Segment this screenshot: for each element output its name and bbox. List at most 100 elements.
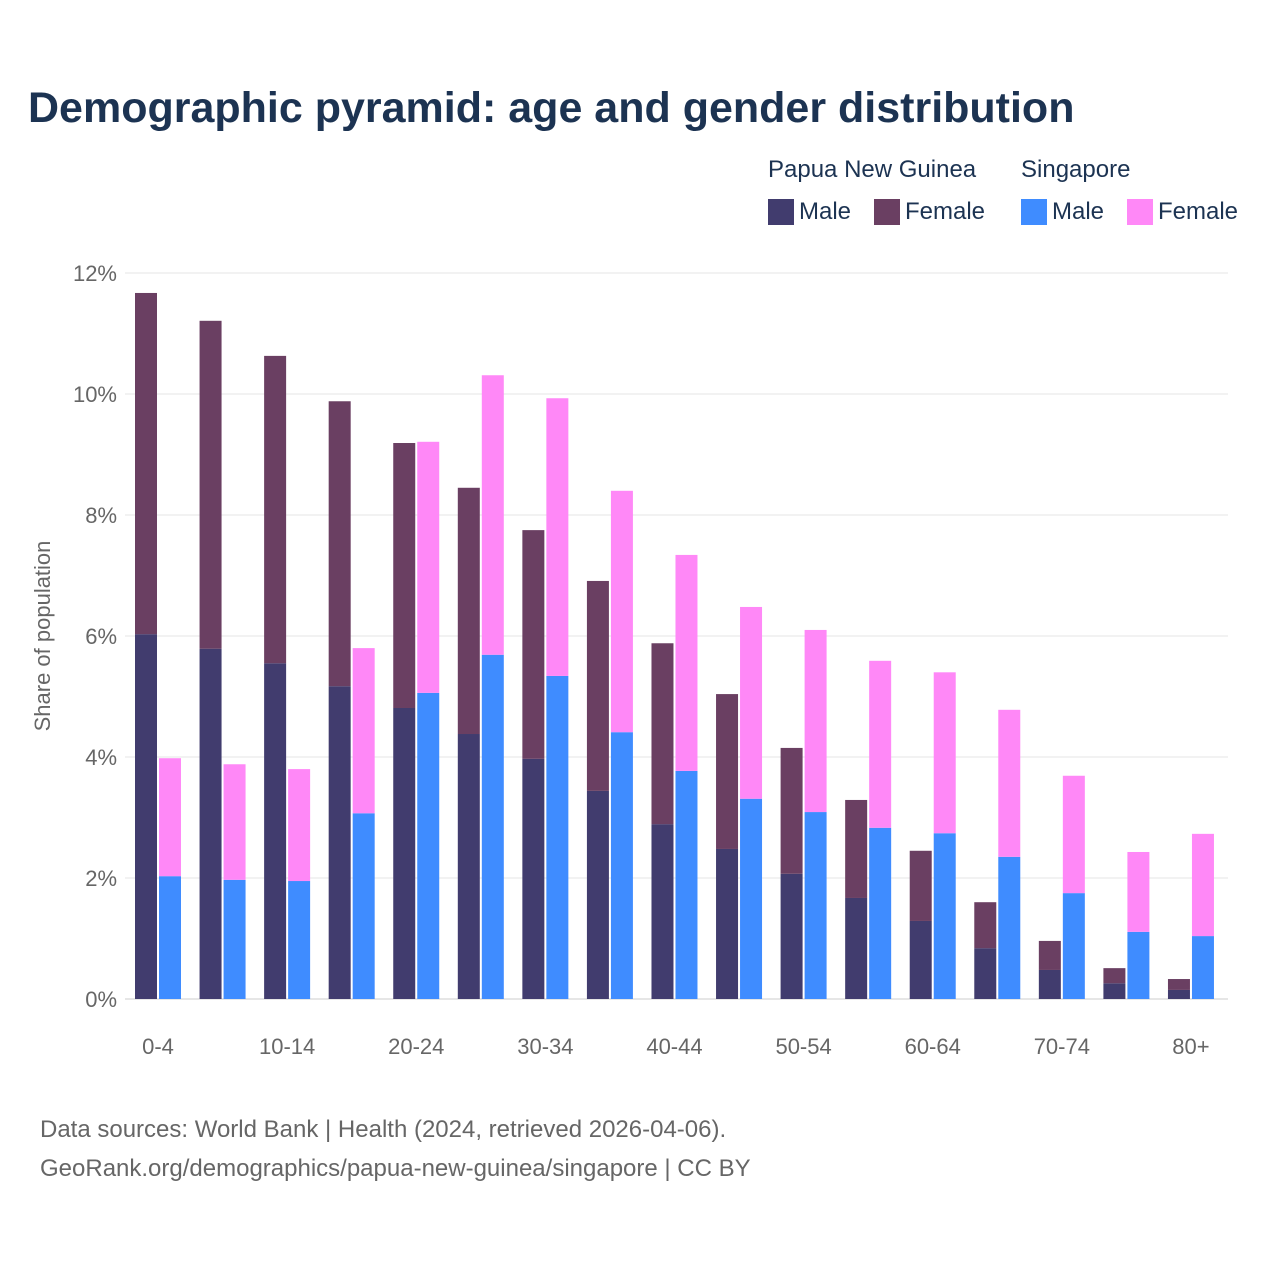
bar-singapore-female-45-49 (740, 606, 763, 799)
bar-singapore-female-20-24 (417, 441, 440, 693)
bar-papua-new-guinea-female-25-29 (457, 487, 480, 735)
bar-papua-new-guinea-female-75-79 (1103, 968, 1126, 984)
legend-item-sg-female: Female (1127, 198, 1238, 226)
legend-label: Female (1158, 198, 1239, 225)
x-tick-label: 0-4 (142, 1034, 174, 1059)
bar-papua-new-guinea-female-5-9 (199, 320, 222, 649)
bar-papua-new-guinea-male-0-4 (135, 634, 157, 999)
bar-singapore-male-60-64 (933, 833, 956, 999)
bar-singapore-female-10-14 (288, 769, 311, 882)
legend-group-label: Papua New Guinea (768, 156, 977, 183)
source-url-line: GeoRank.org/demographics/papua-new-guine… (40, 1155, 751, 1182)
chart-title: Demographic pyramid: age and gender dist… (28, 84, 1075, 132)
legend-item-png-female: Female (874, 198, 985, 226)
bar-singapore-female-50-54 (804, 629, 827, 813)
legend-swatch (874, 199, 900, 225)
bar-papua-new-guinea-male-55-59 (845, 897, 868, 999)
bar-papua-new-guinea-male-25-29 (457, 734, 480, 999)
bar-singapore-female-65-69 (998, 709, 1021, 857)
bar-singapore-male-40-44 (675, 770, 698, 999)
bar-singapore-male-30-34 (546, 675, 569, 999)
bar-papua-new-guinea-male-15-19 (328, 686, 351, 999)
bar-singapore-female-5-9 (223, 764, 246, 880)
bar-singapore-female-80+ (1191, 833, 1214, 937)
legend-group-papua-new-guinea: Papua New Guinea Male Female (768, 156, 985, 225)
x-tick-label: 40-44 (646, 1034, 702, 1059)
bar-singapore-male-35-39 (610, 732, 633, 999)
bar-papua-new-guinea-female-10-14 (264, 355, 287, 664)
y-tick-label: 12% (73, 261, 117, 286)
bar-singapore-female-75-79 (1127, 851, 1150, 932)
y-tick-label: 8% (85, 503, 117, 528)
bar-singapore-male-15-19 (352, 813, 375, 999)
source-line: Data sources: World Bank | Health (2024,… (40, 1116, 727, 1143)
bar-papua-new-guinea-male-60-64 (909, 920, 932, 999)
bar-singapore-male-50-54 (804, 812, 827, 999)
bar-singapore-male-55-59 (869, 827, 892, 999)
bar-singapore-male-45-49 (740, 798, 763, 999)
bar-papua-new-guinea-female-65-69 (974, 902, 997, 949)
y-tick-label: 0% (85, 987, 117, 1012)
bar-papua-new-guinea-male-30-34 (522, 758, 545, 999)
bar-singapore-male-25-29 (481, 654, 504, 999)
bar-singapore-male-65-69 (998, 856, 1021, 999)
bar-papua-new-guinea-male-10-14 (264, 663, 287, 999)
bar-papua-new-guinea-female-55-59 (845, 799, 868, 898)
legend-swatch (768, 199, 794, 225)
legend-label: Female (905, 198, 986, 225)
legend-group-singapore: Singapore Male Female (1021, 156, 1238, 225)
bar-papua-new-guinea-male-35-39 (586, 790, 609, 999)
bar-singapore-female-40-44 (675, 554, 698, 771)
bar-papua-new-guinea-male-45-49 (716, 848, 739, 999)
bar-papua-new-guinea-female-40-44 (651, 643, 674, 825)
legend-swatch (1021, 199, 1047, 225)
bar-papua-new-guinea-female-80+ (1167, 979, 1190, 990)
y-tick-label: 4% (85, 745, 117, 770)
bar-papua-new-guinea-female-35-39 (586, 580, 609, 791)
bar-singapore-female-0-4 (159, 758, 181, 877)
bar-papua-new-guinea-male-40-44 (651, 824, 674, 999)
bar-papua-new-guinea-male-65-69 (974, 948, 997, 999)
x-tick-label: 20-24 (388, 1034, 444, 1059)
legend-group-label: Singapore (1021, 156, 1131, 183)
bar-singapore-male-5-9 (223, 879, 246, 999)
x-tick-label: 10-14 (259, 1034, 315, 1059)
legend-item-png-male: Male (768, 198, 851, 226)
y-axis-label: Share of population (30, 541, 55, 732)
x-tick-label: 60-64 (905, 1034, 961, 1059)
bar-papua-new-guinea-male-80+ (1167, 989, 1190, 999)
legend-item-sg-male: Male (1021, 198, 1104, 226)
bar-singapore-male-0-4 (159, 876, 181, 999)
bar-singapore-female-70-74 (1062, 775, 1085, 894)
bar-singapore-female-35-39 (610, 490, 633, 733)
legend-label: Male (1052, 198, 1105, 225)
bar-papua-new-guinea-male-75-79 (1103, 983, 1126, 999)
bar-singapore-female-30-34 (546, 398, 569, 676)
x-tick-label: 80+ (1172, 1034, 1209, 1059)
bar-papua-new-guinea-male-5-9 (199, 648, 222, 999)
bar-singapore-female-15-19 (352, 648, 375, 814)
bar-papua-new-guinea-female-70-74 (1038, 940, 1061, 970)
bar-papua-new-guinea-male-20-24 (393, 707, 416, 999)
legend-label: Male (799, 198, 852, 225)
y-tick-label: 6% (85, 624, 117, 649)
x-tick-label: 70-74 (1034, 1034, 1090, 1059)
bar-papua-new-guinea-female-20-24 (393, 443, 416, 708)
bar-papua-new-guinea-male-70-74 (1038, 969, 1061, 999)
bar-papua-new-guinea-male-50-54 (780, 873, 803, 999)
bar-singapore-female-55-59 (869, 660, 892, 828)
bar-singapore-male-10-14 (288, 881, 311, 999)
bar-papua-new-guinea-female-30-34 (522, 530, 545, 759)
bar-singapore-male-20-24 (417, 692, 440, 999)
bar-papua-new-guinea-female-60-64 (909, 850, 932, 921)
legend-swatch (1127, 199, 1153, 225)
y-tick-label: 10% (73, 382, 117, 407)
bar-papua-new-guinea-female-0-4 (135, 292, 157, 635)
y-tick-label: 2% (85, 866, 117, 891)
bar-papua-new-guinea-female-15-19 (328, 401, 351, 687)
bar-singapore-female-60-64 (933, 672, 956, 834)
bar-papua-new-guinea-female-50-54 (780, 747, 803, 874)
bar-singapore-female-25-29 (481, 375, 504, 655)
